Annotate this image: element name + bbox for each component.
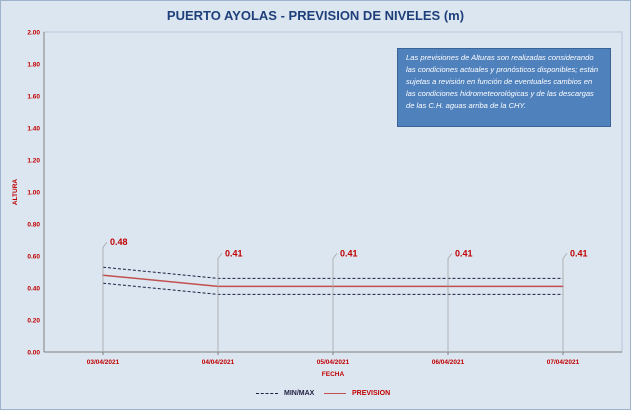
y-tick-label: 0.40 [27, 286, 40, 293]
y-tick-label: 1.60 [27, 94, 40, 101]
legend-item-minmax: MIN/MAX [256, 390, 314, 397]
y-tick-label: 1.20 [27, 158, 40, 165]
data-label: 0.41 [225, 248, 243, 258]
legend-swatch-prevision [324, 393, 346, 394]
x-tick-label: 06/04/2021 [432, 359, 465, 366]
data-label-leader [217, 253, 223, 352]
x-axis-title: FECHA [322, 371, 345, 378]
legend: MIN/MAX PREVISION [0, 390, 631, 404]
legend-label-prevision: PREVISION [352, 390, 391, 397]
data-label-leader [102, 241, 108, 352]
data-label-leader [447, 253, 453, 352]
data-label-leader [332, 253, 338, 352]
y-tick-label: 2.00 [27, 30, 40, 37]
chart-title: PUERTO AYOLAS - PREVISION DE NIVELES (m) [166, 8, 465, 23]
legend-swatch-minmax [256, 393, 278, 394]
y-axis-title: ALTURA [12, 179, 19, 206]
x-tick-label: 03/04/2021 [87, 359, 120, 366]
y-tick-label: 0.60 [27, 254, 40, 261]
y-tick-label: 0.80 [27, 222, 40, 229]
legend-label-minmax: MIN/MAX [284, 390, 315, 397]
data-label: 0.41 [455, 248, 473, 258]
y-tick-label: 1.00 [27, 190, 40, 197]
data-label: 0.41 [570, 248, 588, 258]
data-label-leader [562, 253, 568, 352]
y-tick-label: 0.00 [27, 350, 40, 357]
x-tick-label: 07/04/2021 [547, 359, 580, 366]
legend-item-prevision: PREVISION [324, 390, 390, 397]
data-label: 0.48 [110, 237, 128, 247]
x-tick-label: 04/04/2021 [202, 359, 235, 366]
y-tick-label: 1.40 [27, 126, 40, 133]
y-tick-label: 1.80 [27, 62, 40, 69]
y-tick-label: 0.20 [27, 318, 40, 325]
x-tick-label: 05/04/2021 [317, 359, 350, 366]
data-label: 0.41 [340, 248, 358, 258]
annotation-note: Las previsiones de Alturas son realizada… [397, 48, 611, 127]
